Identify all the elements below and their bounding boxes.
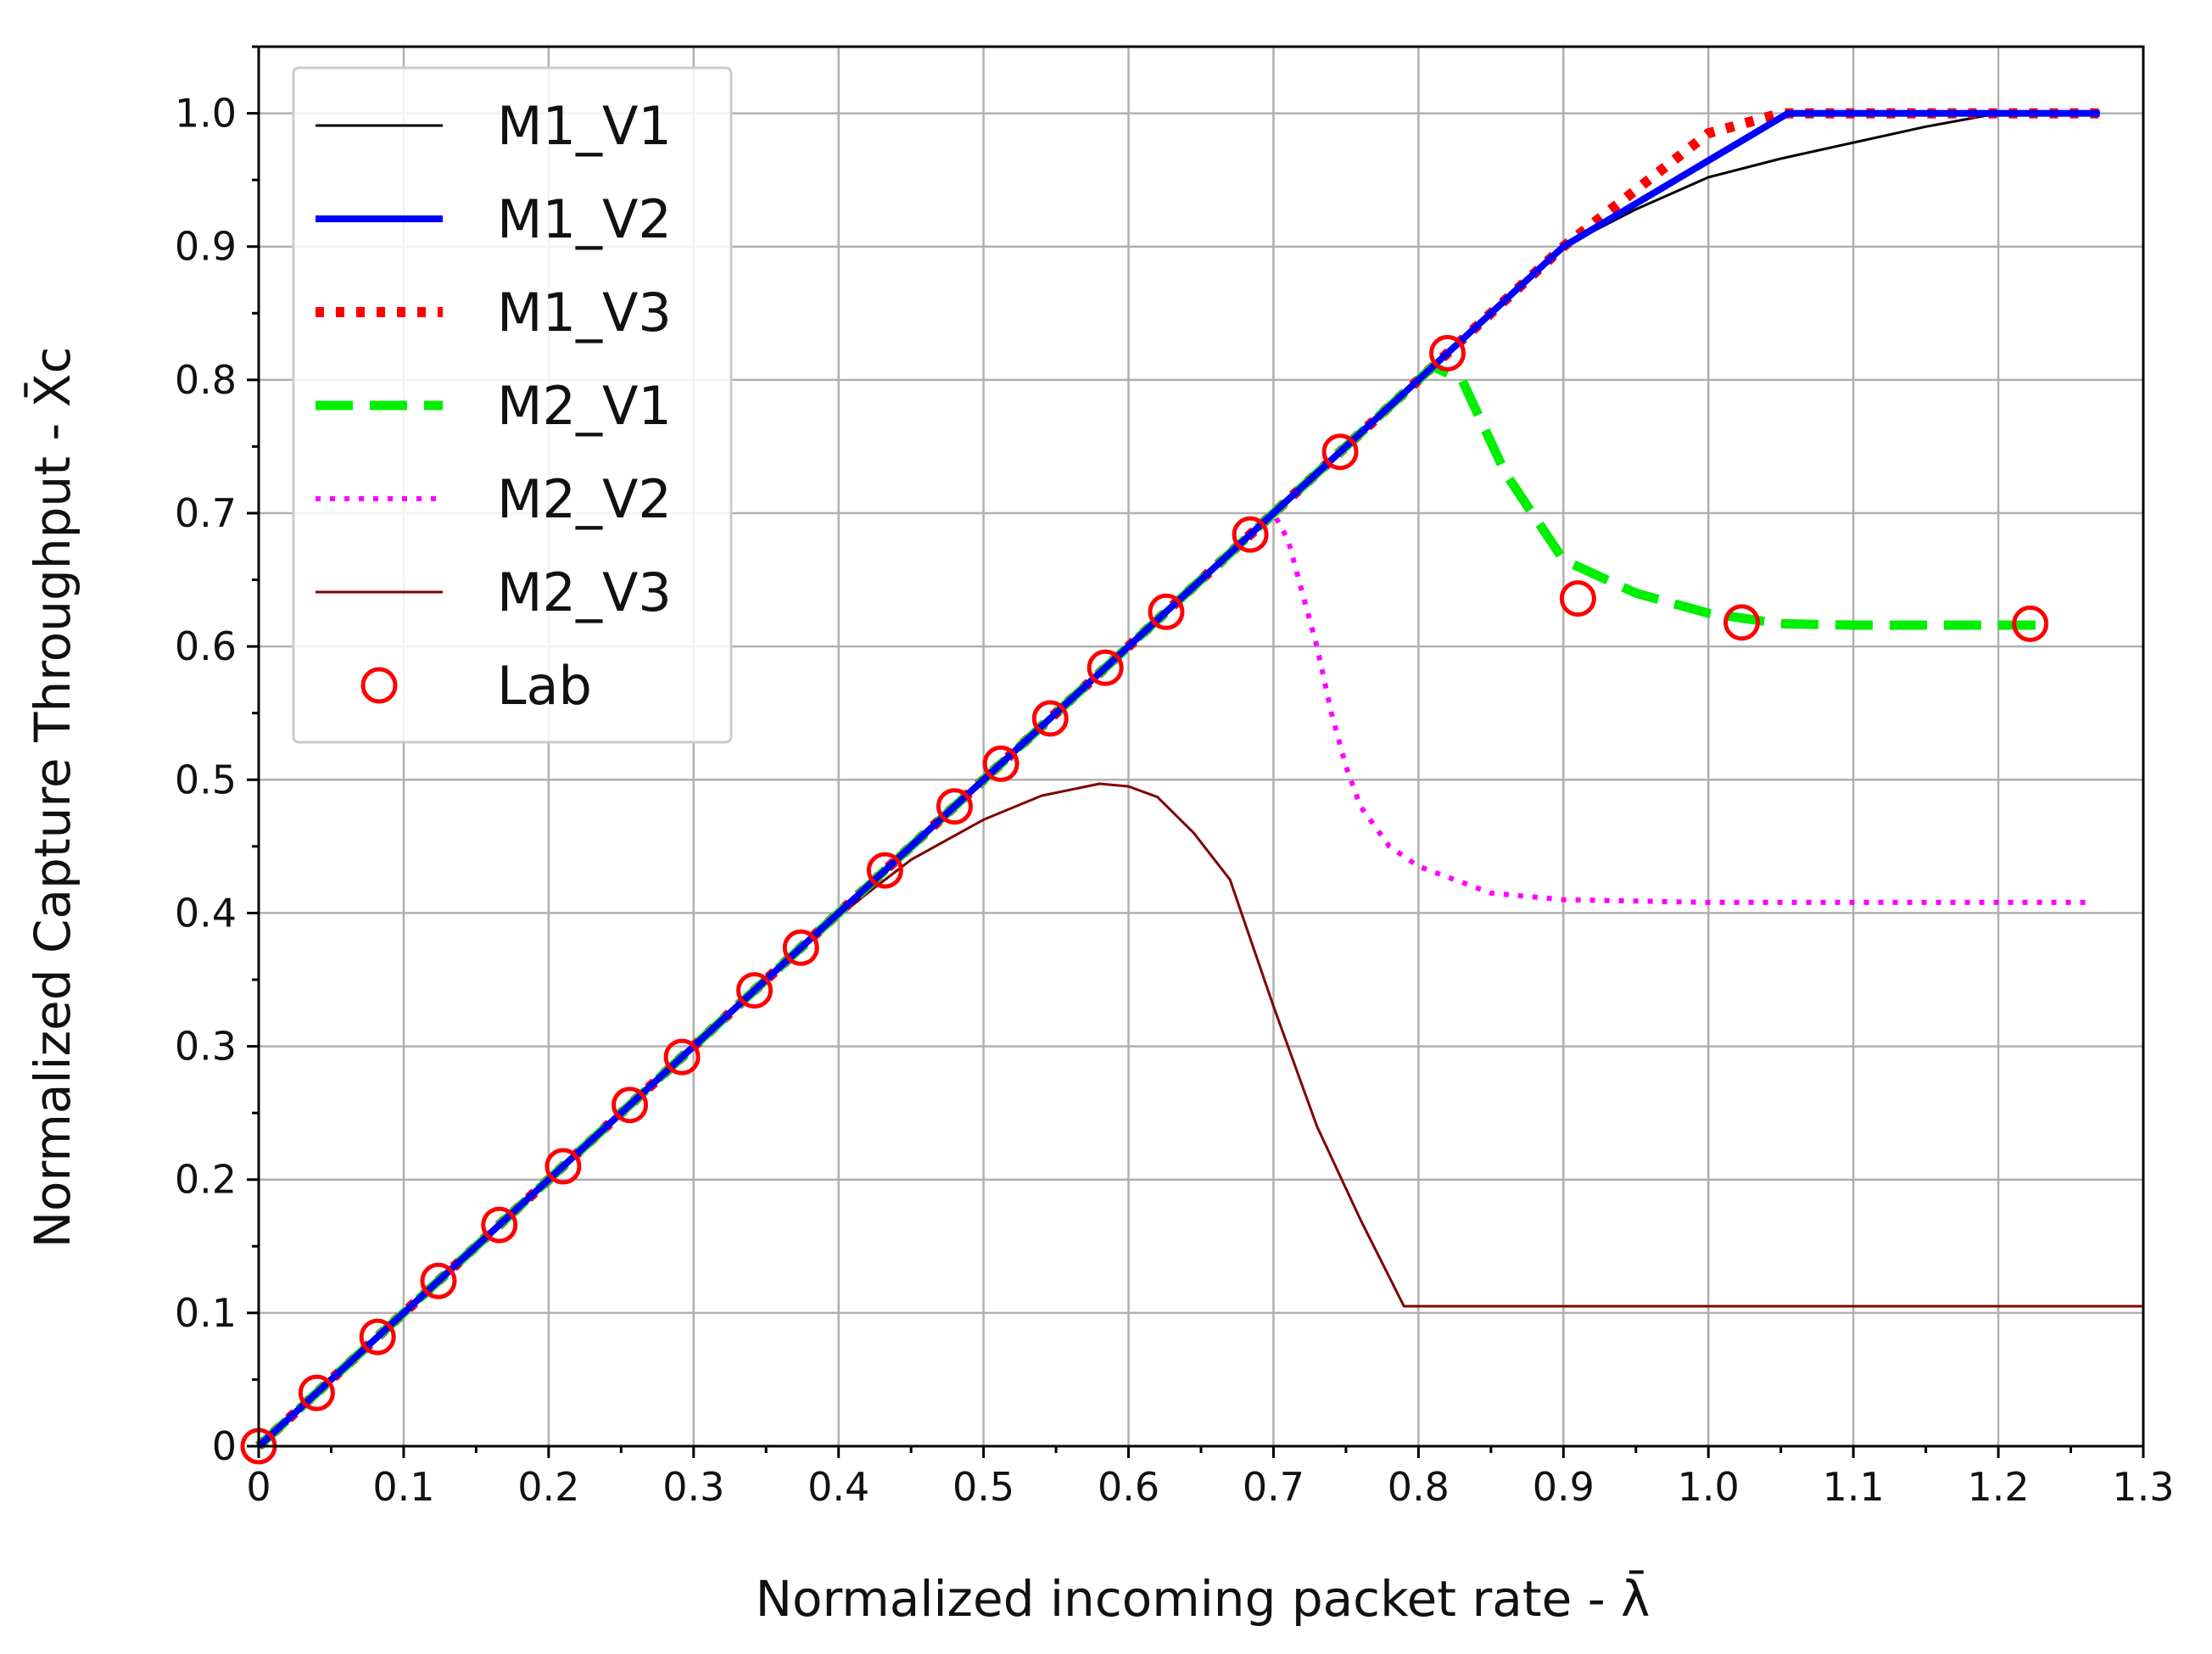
lab-marker bbox=[736, 972, 774, 1009]
legend-swatch-lab bbox=[360, 667, 398, 704]
lab-marker bbox=[481, 1206, 518, 1243]
series-line-m2-v3 bbox=[257, 782, 2143, 1448]
plot-area bbox=[240, 108, 2143, 1465]
legend-label-m1-v1: M1_V1 bbox=[497, 95, 672, 157]
x-tick-label-5: 0.5 bbox=[952, 1464, 1014, 1510]
y-tick-label-6: 0.6 bbox=[175, 623, 237, 669]
lab-marker bbox=[1321, 433, 1359, 471]
x-tick-label-8: 0.8 bbox=[1388, 1464, 1450, 1510]
series-line-m2-v1 bbox=[255, 361, 2042, 1450]
lab-marker bbox=[1086, 649, 1124, 686]
lab-marker bbox=[663, 1038, 701, 1076]
lab-marker bbox=[982, 745, 1019, 782]
legend-label-m2-v2: M2_V2 bbox=[497, 468, 672, 530]
legend-label-m1-v2: M1_V2 bbox=[497, 188, 672, 250]
lab-marker bbox=[298, 1374, 335, 1411]
legend-label-m2-v3: M2_V3 bbox=[497, 562, 672, 623]
legend-label-m2-v1: M2_V1 bbox=[497, 375, 672, 437]
axes-frame bbox=[257, 45, 2145, 1448]
y-tick-label-8: 0.8 bbox=[175, 357, 237, 403]
lab-marker bbox=[359, 1318, 396, 1355]
y-tick-label-2: 0.2 bbox=[175, 1157, 237, 1203]
x-tick-label-4: 0.4 bbox=[807, 1464, 869, 1510]
lab-marker bbox=[866, 852, 903, 889]
y-tick-label-4: 0.4 bbox=[175, 890, 237, 936]
lab-marker bbox=[1148, 593, 1185, 630]
lab-marker bbox=[1232, 516, 1269, 553]
lab-marker bbox=[1559, 580, 1596, 617]
y-tick-label-3: 0.3 bbox=[175, 1024, 237, 1070]
lab-marker bbox=[2012, 605, 2049, 642]
lab-marker bbox=[545, 1148, 582, 1185]
x-tick-label-1: 0.1 bbox=[372, 1464, 434, 1510]
legend-label-lab: Lab bbox=[497, 655, 592, 717]
y-tick-label-9: 0.9 bbox=[175, 224, 237, 270]
y-tick-label-1: 0.1 bbox=[175, 1290, 237, 1336]
x-tick-label-12: 1.2 bbox=[1967, 1464, 2029, 1510]
lab-marker bbox=[1031, 700, 1069, 737]
y-tick-label-7: 0.7 bbox=[175, 490, 237, 536]
x-tick-label-9: 0.9 bbox=[1533, 1464, 1595, 1510]
lab-marker bbox=[612, 1087, 649, 1124]
lab-marker bbox=[936, 788, 973, 825]
lab-marker bbox=[420, 1262, 457, 1299]
legend: M1_V1 M1_V2 M1_V3 M2_V1 M2_V2 M2_V3 Lab bbox=[292, 66, 733, 744]
legend-box bbox=[292, 66, 733, 744]
series-line-m1-v2 bbox=[256, 109, 2100, 1449]
x-tick-label-3: 0.3 bbox=[662, 1464, 724, 1510]
x-tick-label-7: 0.7 bbox=[1243, 1464, 1304, 1510]
y-tick-label-5: 0.5 bbox=[175, 757, 237, 802]
x-axis-title: Normalized incoming packet rate - λ̄ bbox=[756, 1568, 1651, 1628]
lab-marker bbox=[1429, 334, 1466, 372]
x-tick-label-0: 0 bbox=[246, 1464, 271, 1510]
x-tick-label-10: 1.0 bbox=[1678, 1464, 1740, 1510]
x-tick-label-13: 1.3 bbox=[2112, 1464, 2174, 1510]
y-tick-label-0: 0 bbox=[212, 1423, 237, 1469]
lab-marker bbox=[1723, 604, 1761, 641]
x-tick-label-11: 1.1 bbox=[1823, 1464, 1885, 1510]
y-axis-title: Normalized Capture Throughput - X̄c bbox=[22, 347, 81, 1249]
y-tick-label-10: 1.0 bbox=[175, 91, 237, 137]
legend-label-m1-v3: M1_V3 bbox=[497, 282, 672, 344]
lab-marker bbox=[782, 929, 819, 966]
series-line-m2-v2 bbox=[256, 511, 2086, 1449]
x-tick-label-2: 0.2 bbox=[517, 1464, 579, 1510]
x-tick-label-6: 0.6 bbox=[1098, 1464, 1159, 1510]
ticks: 0 0.1 0.2 0.3 0.4 0.5 0.6 0.7 0.8 0.9 1.0 1.1 1.2 1.3… bbox=[175, 45, 2175, 1510]
